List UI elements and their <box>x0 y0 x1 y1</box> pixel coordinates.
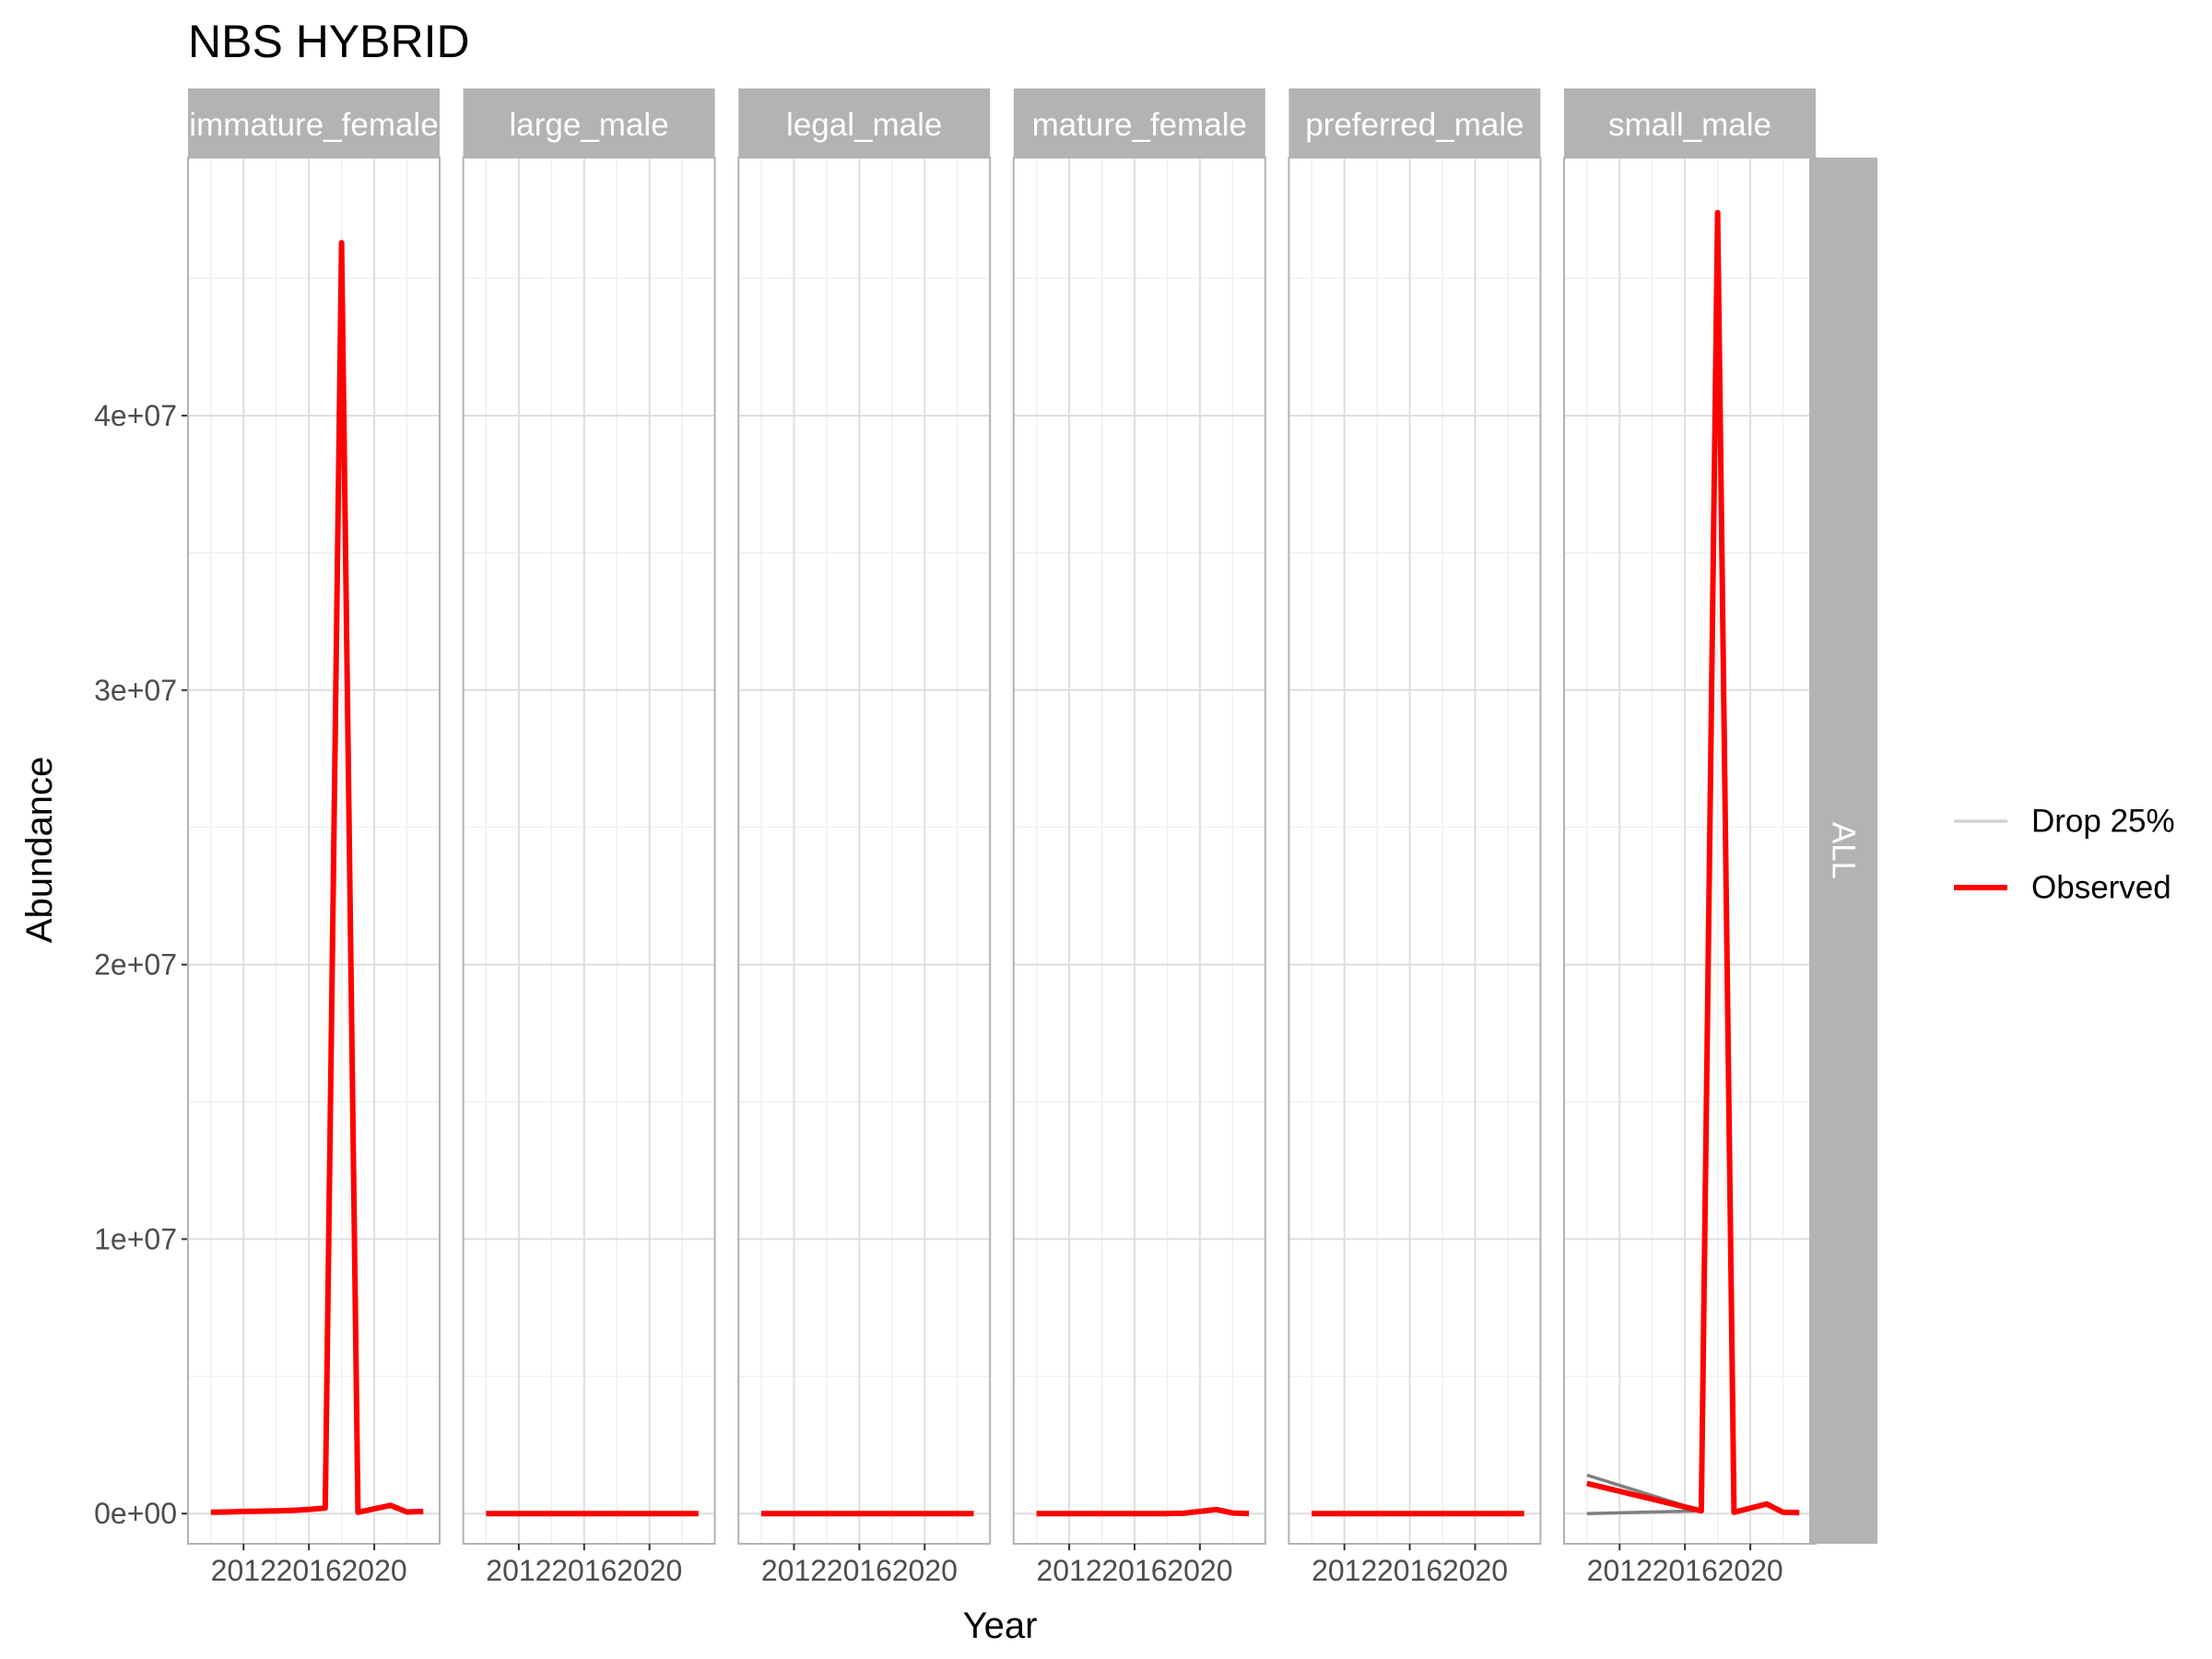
panel-large-male: large_male 2012 2016 2020 <box>462 88 716 1587</box>
y-tick-label: 2e+07 <box>94 948 177 982</box>
x-tick-label: 2016 <box>276 1554 342 1587</box>
series-line-drop-25 <box>1586 1509 1701 1515</box>
x-tick-label: 2020 <box>617 1554 682 1587</box>
series-line-observed <box>210 240 424 1515</box>
x-tick-label: 2016 <box>827 1554 892 1587</box>
series-line-observed <box>1036 1506 1250 1517</box>
strip-label: small_male <box>1608 107 1771 143</box>
panel-border <box>462 157 716 1545</box>
y-tick-label: 1e+07 <box>94 1222 177 1255</box>
panel-preferred-male: preferred_male 2012 2016 2020 <box>1288 88 1542 1587</box>
x-tick-label: 2012 <box>211 1554 276 1587</box>
panel-border <box>1563 157 1817 1545</box>
strip-label: large_male <box>510 107 669 143</box>
strip-label: immature_female <box>189 107 438 143</box>
strip-background <box>738 88 991 158</box>
strip-label: legal_male <box>786 107 942 143</box>
panel-immature-female: immature_female 2012 2016 2020 <box>187 88 441 1587</box>
panel-border <box>187 157 441 1545</box>
strip-background <box>1564 88 1816 158</box>
x-tick-label: 2020 <box>341 1554 406 1587</box>
panel-border <box>1012 157 1266 1545</box>
row-strip-background <box>1809 158 1877 1544</box>
x-tick-label: 2016 <box>1653 1554 1718 1587</box>
strip-background <box>188 88 440 158</box>
x-tick-label: 2020 <box>1442 1554 1508 1587</box>
panel-legal-male: legal_male 2012 2016 2020 <box>737 88 992 1587</box>
panel-border <box>737 157 992 1545</box>
strip-background <box>463 88 715 158</box>
chart-title: NBS HYBRID <box>188 16 470 67</box>
x-tick-label: 2016 <box>1101 1554 1167 1587</box>
strip-background <box>1013 88 1265 158</box>
row-strip-label: ALL <box>1826 822 1862 879</box>
y-tick-label: 0e+00 <box>94 1497 177 1530</box>
panel-border <box>1288 157 1542 1545</box>
legend-label: Observed <box>2031 870 2171 906</box>
x-tick-label: 2020 <box>892 1554 958 1587</box>
y-tick-label: 3e+07 <box>94 674 177 707</box>
x-tick-label: 2016 <box>551 1554 617 1587</box>
y-axis-title: Abundance <box>19 757 60 943</box>
series-line-observed <box>1586 209 1800 1516</box>
x-tick-label: 2020 <box>1717 1554 1783 1587</box>
strip-background <box>1288 88 1541 158</box>
x-tick-label: 2012 <box>1312 1554 1377 1587</box>
x-axis-title: Year <box>963 1606 1038 1646</box>
y-tick-label: 4e+07 <box>94 399 177 432</box>
x-tick-label: 2012 <box>1036 1554 1101 1587</box>
x-tick-label: 2012 <box>761 1554 827 1587</box>
strip-label: mature_female <box>1032 107 1247 143</box>
x-tick-label: 2016 <box>1377 1554 1442 1587</box>
x-tick-label: 2012 <box>486 1554 551 1587</box>
panel-small-male: small_male 2012 2016 2020 <box>1563 88 1817 1587</box>
x-tick-label: 2020 <box>1167 1554 1232 1587</box>
x-tick-label: 2012 <box>1587 1554 1653 1587</box>
legend-label: Drop 25% <box>2031 804 2175 840</box>
row-strip: ALL <box>1809 158 1877 1544</box>
y-axis-ticks: 0e+00 1e+07 2e+07 3e+07 4e+07 <box>94 399 188 1530</box>
strip-label: preferred_male <box>1305 107 1524 143</box>
legend: Drop 25% Observed <box>1954 804 2175 906</box>
panel-mature-female: mature_female 2012 2016 2020 <box>1012 88 1266 1587</box>
